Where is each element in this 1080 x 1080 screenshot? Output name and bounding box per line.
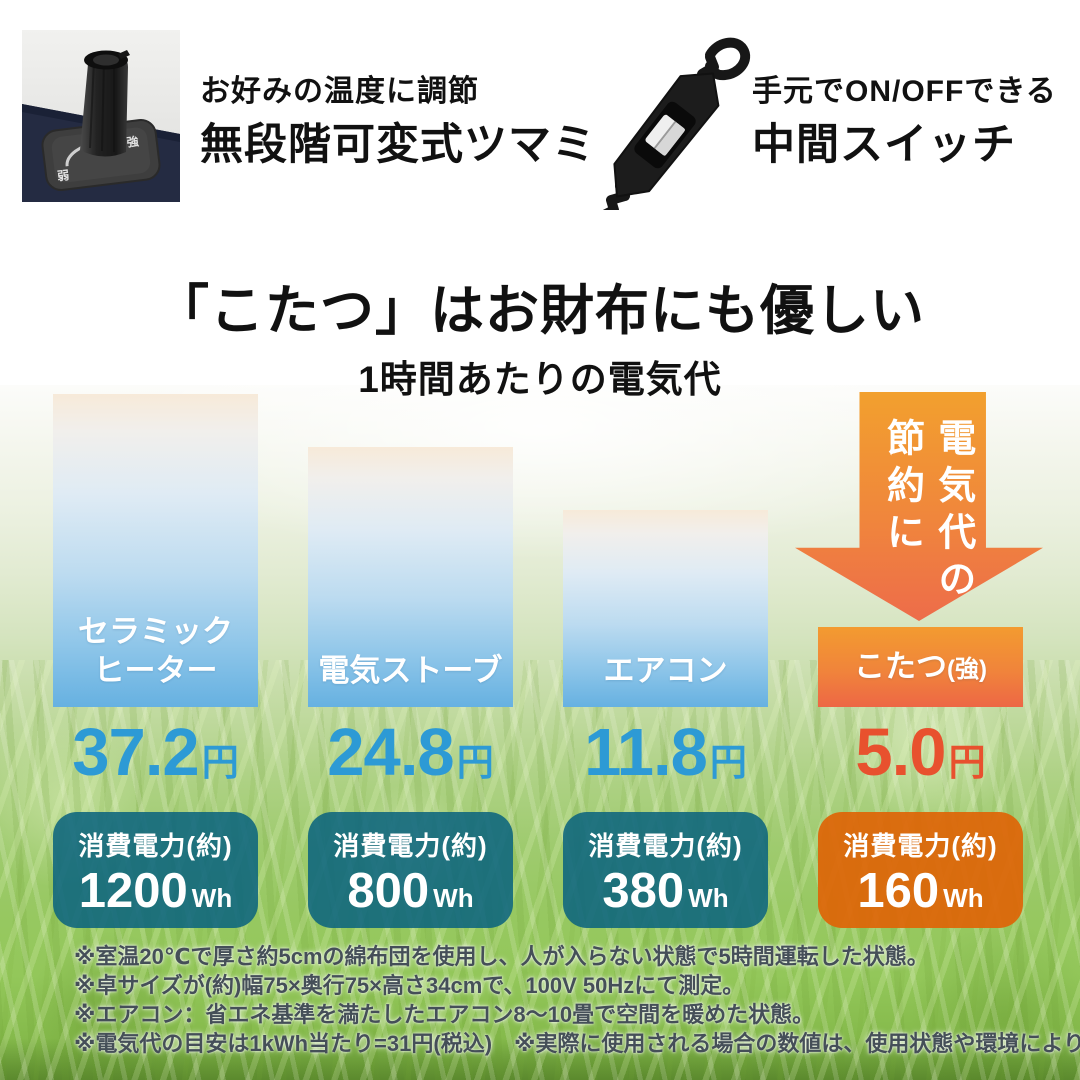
bar-label-air-conditioner: エアコン xyxy=(563,651,768,691)
price-ceramic-heater: 37.2円 xyxy=(53,714,258,791)
bar-label-text: こたつ xyxy=(854,649,947,685)
bar-air-conditioner: エアコン xyxy=(563,510,768,707)
inline-switch-image xyxy=(602,37,751,210)
price-unit: 円 xyxy=(709,742,747,783)
price-air-conditioner: 11.8円 xyxy=(563,714,768,791)
power-number: 380 xyxy=(602,864,685,918)
headline: 「こたつ」はお財布にも優しい xyxy=(155,281,925,341)
feature-switch-caption: 手元でON/OFFできる xyxy=(752,75,1057,108)
bar-label-ceramic-heater: セラミック ヒーター xyxy=(53,612,258,691)
bar-electric-stove: 電気ストーブ xyxy=(308,447,513,707)
power-box-value: 800 Wh xyxy=(308,864,513,918)
power-box-air-conditioner: 消費電力(約) 380 Wh xyxy=(563,812,768,928)
price-unit: 円 xyxy=(201,742,239,783)
power-unit: Wh xyxy=(943,883,984,913)
savings-arrow-text: 電気代の 節約に xyxy=(880,418,974,606)
power-unit: Wh xyxy=(433,883,474,913)
power-box-label: 消費電力(約) xyxy=(588,831,743,861)
temperature-knob-image: 強 弱 xyxy=(22,30,180,202)
power-box-value: 380 Wh xyxy=(563,864,768,918)
power-unit: Wh xyxy=(688,883,729,913)
power-box-label: 消費電力(約) xyxy=(333,831,488,861)
price-unit: 円 xyxy=(456,742,494,783)
power-unit: Wh xyxy=(191,883,233,913)
power-number: 1200 xyxy=(78,864,188,918)
power-box-kotatsu: 消費電力(約) 160 Wh xyxy=(818,812,1023,928)
bar-label-text: 電気ストーブ xyxy=(318,653,503,689)
svg-text:弱: 弱 xyxy=(56,167,70,183)
price-value: 11.8 xyxy=(584,715,708,790)
price-electric-stove: 24.8円 xyxy=(308,714,513,791)
bar-label-kotatsu: こたつ(強) xyxy=(818,647,1023,687)
bar-label-electric-stove: 電気ストーブ xyxy=(308,651,513,691)
price-value: 37.2 xyxy=(72,715,199,790)
power-box-label: 消費電力(約) xyxy=(843,831,998,861)
power-box-ceramic-heater: 消費電力(約) 1200 Wh xyxy=(53,812,258,928)
power-number: 160 xyxy=(857,864,940,918)
bar-label-note: (強) xyxy=(947,656,987,684)
bar-ceramic-heater: セラミック ヒーター xyxy=(53,394,258,707)
bar-kotatsu: こたつ(強) xyxy=(818,627,1023,707)
power-box-electric-stove: 消費電力(約) 800 Wh xyxy=(308,812,513,928)
price-kotatsu: 5.0円 xyxy=(818,714,1023,791)
svg-text:強: 強 xyxy=(126,133,140,149)
power-number: 800 xyxy=(347,864,430,918)
power-box-label: 消費電力(約) xyxy=(78,831,233,861)
chart-title: 1時間あたりの電気代 xyxy=(358,359,722,400)
price-value: 5.0 xyxy=(855,715,946,790)
bar-label-text: エアコン xyxy=(603,653,728,689)
footnote-line-3: ※エアコン：省エネ基準を満たしたエアコン8～10畳で空間を暖めた状態。 xyxy=(74,1002,815,1027)
feature-knob-caption: お好みの温度に調節 xyxy=(200,75,479,108)
feature-knob: お好みの温度に調節 無段階可変式ツマミ xyxy=(200,74,596,172)
feature-knob-title: 無段階可変式ツマミ xyxy=(200,121,596,169)
bar-label-text: セラミック ヒーター xyxy=(78,613,233,689)
feature-switch-title: 中間スイッチ xyxy=(752,121,1016,169)
price-unit: 円 xyxy=(948,742,986,783)
footnote-line-4: ※電気代の目安は1kWh当たり=31円(税込) ※実際に使用される場合の数値は、… xyxy=(74,1031,1080,1056)
price-value: 24.8 xyxy=(327,715,454,790)
footnotes: ※室温20℃で厚さ約5cmの綿布団を使用し、人が入らない状態で5時間運転した状態… xyxy=(74,942,1080,1058)
power-box-value: 160 Wh xyxy=(818,864,1023,918)
footnote-line-1: ※室温20℃で厚さ約5cmの綿布団を使用し、人が入らない状態で5時間運転した状態… xyxy=(74,944,929,969)
power-box-value: 1200 Wh xyxy=(53,864,258,918)
feature-switch: 手元でON/OFFできる 中間スイッチ xyxy=(752,74,1057,172)
footnote-line-2: ※卓サイズが(約)幅75×奥行75×高さ34cmで、100V 50Hzにて測定。 xyxy=(74,973,745,998)
